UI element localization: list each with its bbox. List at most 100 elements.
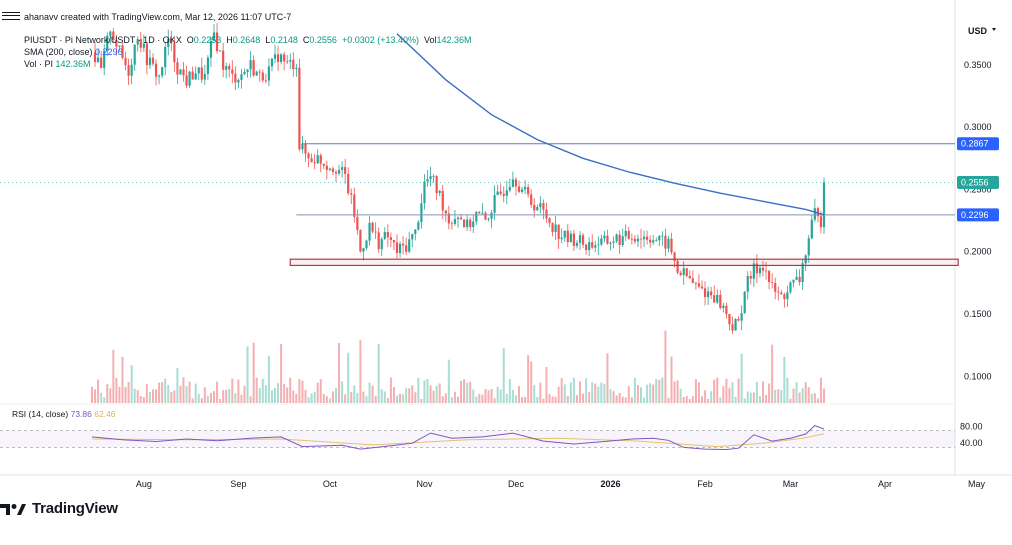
candle-body <box>145 43 148 66</box>
candle-body <box>810 219 813 239</box>
volume-bar <box>392 387 395 403</box>
volume-bar <box>646 384 649 403</box>
candle-body <box>588 242 591 251</box>
candle-body <box>353 194 356 217</box>
candle-body <box>93 52 97 62</box>
volume-bar <box>261 378 264 403</box>
vol-pi-value: 142.36M <box>55 59 91 69</box>
price-tick-label: 0.1500 <box>964 309 992 319</box>
volume-bar <box>344 394 347 403</box>
volume-bar <box>734 396 737 403</box>
volume-bar <box>453 391 456 403</box>
volume-bar <box>633 378 636 403</box>
candle-body <box>743 291 746 314</box>
volume-bar <box>182 377 185 403</box>
volume-bar <box>347 352 350 403</box>
volume-bar <box>316 382 319 403</box>
volume-bar <box>264 385 267 403</box>
candle-body <box>581 235 585 245</box>
candle-body <box>118 45 121 47</box>
volume-bar <box>655 379 658 403</box>
candle-body <box>301 143 304 150</box>
candle-body <box>716 294 719 303</box>
candle-body <box>670 238 673 253</box>
volume-bar <box>490 389 493 403</box>
volume-bar <box>478 394 481 403</box>
candle-body <box>554 224 557 232</box>
rsi-label: RSI (14, close) <box>12 409 69 419</box>
volume-bar <box>319 379 322 403</box>
candle-body <box>322 163 325 166</box>
volume-bar <box>191 398 194 403</box>
volume-bar <box>533 385 536 403</box>
candle-body <box>295 67 298 70</box>
tradingview-logo[interactable]: TradingView <box>0 500 118 517</box>
candle-body <box>231 69 234 74</box>
volume-bar <box>597 386 600 403</box>
tradingview-logo-icon <box>0 503 26 515</box>
volume-bar <box>402 394 405 403</box>
volume-bar <box>252 342 255 403</box>
candle-body <box>734 318 737 331</box>
candle-body <box>774 282 777 292</box>
volume-bar <box>258 388 261 403</box>
volume-bar <box>161 382 164 403</box>
candle-body <box>179 69 182 75</box>
volume-bar <box>280 343 283 403</box>
candle-body <box>752 263 755 279</box>
volume-bar <box>701 396 703 403</box>
volume-bar <box>707 398 710 403</box>
rsi-ma-line <box>91 433 825 448</box>
volume-bar <box>155 389 158 403</box>
candle-body <box>182 69 185 76</box>
candle-body <box>228 66 231 70</box>
candle-body <box>380 238 383 250</box>
candle-body <box>112 31 115 40</box>
volume-legend: Vol · PI 142.36M <box>24 59 91 69</box>
candle-body <box>328 168 331 170</box>
volume-bar <box>240 394 243 403</box>
candle-body <box>545 209 548 219</box>
candle-body <box>313 162 316 164</box>
candle-body <box>530 194 533 205</box>
volume-bar <box>399 393 402 403</box>
volume-bar <box>505 393 508 403</box>
volume-bar <box>606 353 609 403</box>
volume-bar <box>673 381 676 403</box>
candle-body <box>777 291 780 293</box>
menu-icon[interactable] <box>2 12 20 20</box>
volume-bar <box>719 397 722 403</box>
volume-bar <box>380 389 383 403</box>
volume-bar <box>209 392 212 403</box>
time-tick-label: Aug <box>136 479 152 489</box>
volume-bar <box>368 382 371 403</box>
candle-body <box>466 219 469 228</box>
candle-body <box>255 71 258 76</box>
volume-bar <box>386 397 389 403</box>
candle-body <box>243 72 246 75</box>
candle-body <box>764 270 768 272</box>
volume-bar <box>649 383 652 403</box>
candle-body <box>511 179 514 187</box>
volume-bar <box>420 398 423 403</box>
candle-body <box>780 292 783 295</box>
open-label: O <box>186 35 194 45</box>
candle-body <box>310 158 313 163</box>
candle-body <box>633 238 636 242</box>
candle-body <box>658 236 661 241</box>
volume-bar <box>188 381 191 403</box>
volume-bar <box>752 392 755 403</box>
volume-bar <box>249 396 252 403</box>
candle-body <box>289 59 292 62</box>
candle-body <box>280 54 283 63</box>
currency-label: USD <box>968 26 988 36</box>
volume-bar <box>685 396 688 403</box>
volume-bar <box>813 393 816 403</box>
volume-bar <box>356 392 359 403</box>
volume-bar <box>176 367 179 403</box>
volume-bar <box>527 355 530 403</box>
volume-bar <box>194 383 197 403</box>
candle-body <box>676 260 679 273</box>
